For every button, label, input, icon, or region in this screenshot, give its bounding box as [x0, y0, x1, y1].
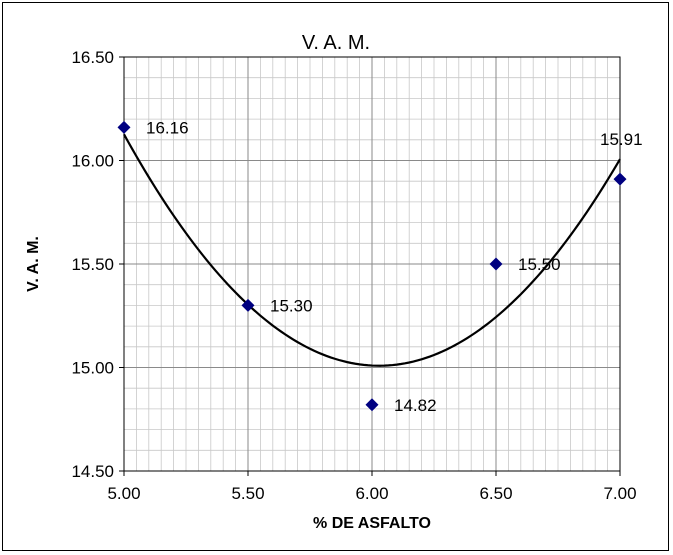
data-point-label: 15.91: [600, 130, 643, 149]
data-point-marker: [365, 398, 379, 412]
data-markers: [117, 120, 627, 412]
x-axis-label: % DE ASFALTO: [313, 515, 431, 532]
trendline-curve: [123, 133, 621, 367]
data-point-label: 16.16: [146, 118, 189, 137]
y-tick-label: 16.00: [71, 152, 114, 171]
x-tick-label: 6.50: [479, 484, 512, 503]
data-point-label: 15.30: [270, 296, 313, 315]
y-axis-ticks: 14.50 15.00 15.50 16.00 16.50: [71, 48, 124, 481]
data-point-marker: [613, 172, 627, 186]
x-tick-label: 7.00: [603, 484, 636, 503]
grid-major: [124, 57, 620, 471]
y-tick-label: 16.50: [71, 48, 114, 67]
y-tick-label: 14.50: [71, 462, 114, 481]
data-point-label: 15.50: [518, 255, 561, 274]
y-tick-label: 15.50: [71, 255, 114, 274]
y-tick-label: 15.00: [71, 359, 114, 378]
x-tick-label: 5.00: [107, 484, 140, 503]
chart-title: V. A. M.: [302, 32, 370, 54]
x-tick-label: 6.00: [355, 484, 388, 503]
data-labels: 16.16 15.30 14.82 15.50 15.91: [146, 118, 643, 414]
data-point-marker: [117, 120, 131, 134]
data-point-label: 14.82: [394, 396, 437, 415]
x-axis-ticks: 5.00 5.50 6.00 6.50 7.00: [107, 471, 637, 503]
y-axis-label: V. A. M.: [25, 236, 42, 292]
data-point-marker: [241, 298, 255, 312]
data-point-marker: [489, 257, 503, 271]
x-tick-label: 5.50: [231, 484, 264, 503]
